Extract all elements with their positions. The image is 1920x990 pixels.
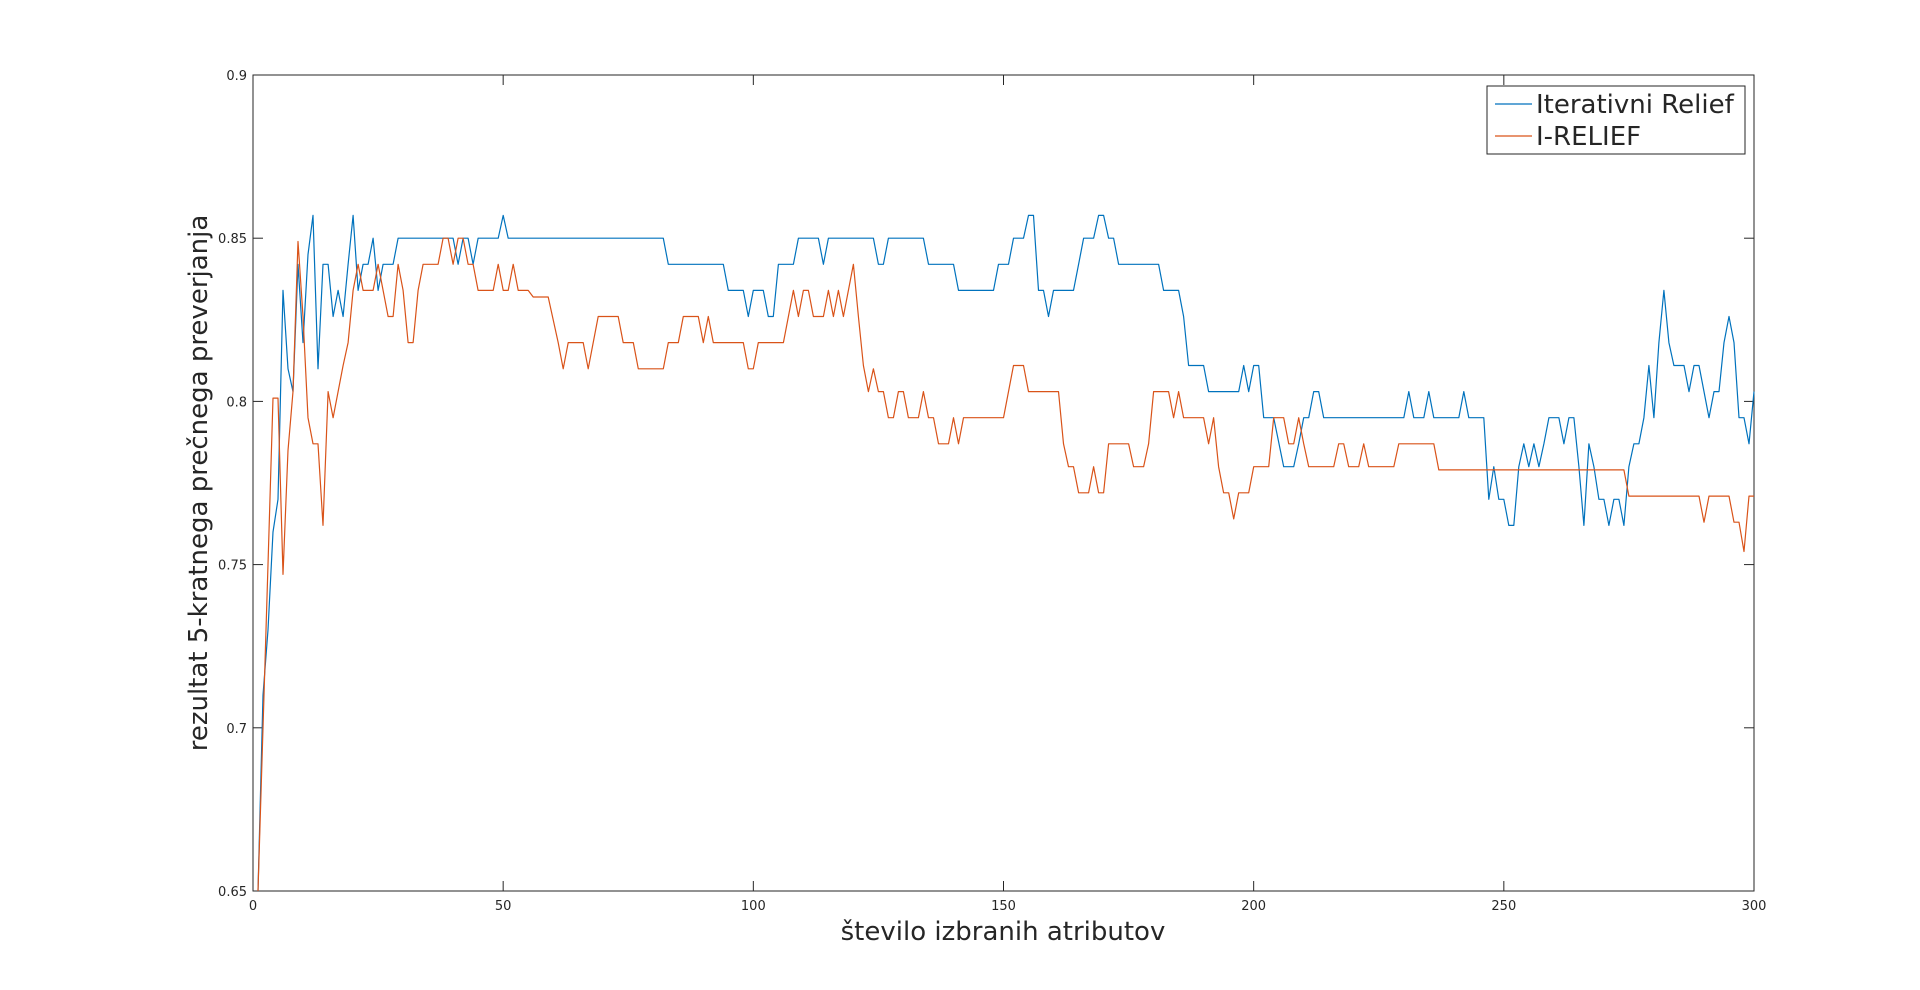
x-tick-label: 150 <box>991 899 1016 914</box>
x-tick-label: 300 <box>1742 899 1767 914</box>
series-line-i-relief <box>257 237 1754 892</box>
legend-label-iterativni-relief: Iterativni Relief <box>1536 90 1735 120</box>
axis-ticks: 0 50 100 150 200 250 300 0.65 0.7 0.75 0.8 0.85 0.9 <box>218 69 1766 914</box>
y-tick-label: 0.65 <box>218 885 247 900</box>
x-tick-label: 0 <box>249 899 257 914</box>
y-tick-label: 0.9 <box>226 69 247 84</box>
x-axis-label: število izbranih atributov <box>841 917 1166 947</box>
y-tick-label: 0.75 <box>218 559 247 574</box>
legend-label-i-relief: I-RELIEF <box>1536 122 1641 152</box>
legend: Iterativni Relief I-RELIEF <box>1486 85 1746 155</box>
y-tick-label: 0.85 <box>218 232 247 247</box>
x-tick-label: 100 <box>741 899 766 914</box>
plot-area <box>252 74 1755 892</box>
x-tick-label: 200 <box>1241 899 1266 914</box>
legend-box <box>1486 85 1746 155</box>
series-layer <box>257 214 1755 892</box>
y-tick-label: 0.7 <box>226 722 247 737</box>
x-tick-label: 50 <box>495 899 512 914</box>
x-tick-label: 250 <box>1491 899 1516 914</box>
series-line-iterativni-relief <box>257 214 1755 892</box>
y-axis-label: rezultat 5-kratnega prečnega preverjanja <box>184 215 214 752</box>
y-tick-label: 0.8 <box>226 395 247 410</box>
